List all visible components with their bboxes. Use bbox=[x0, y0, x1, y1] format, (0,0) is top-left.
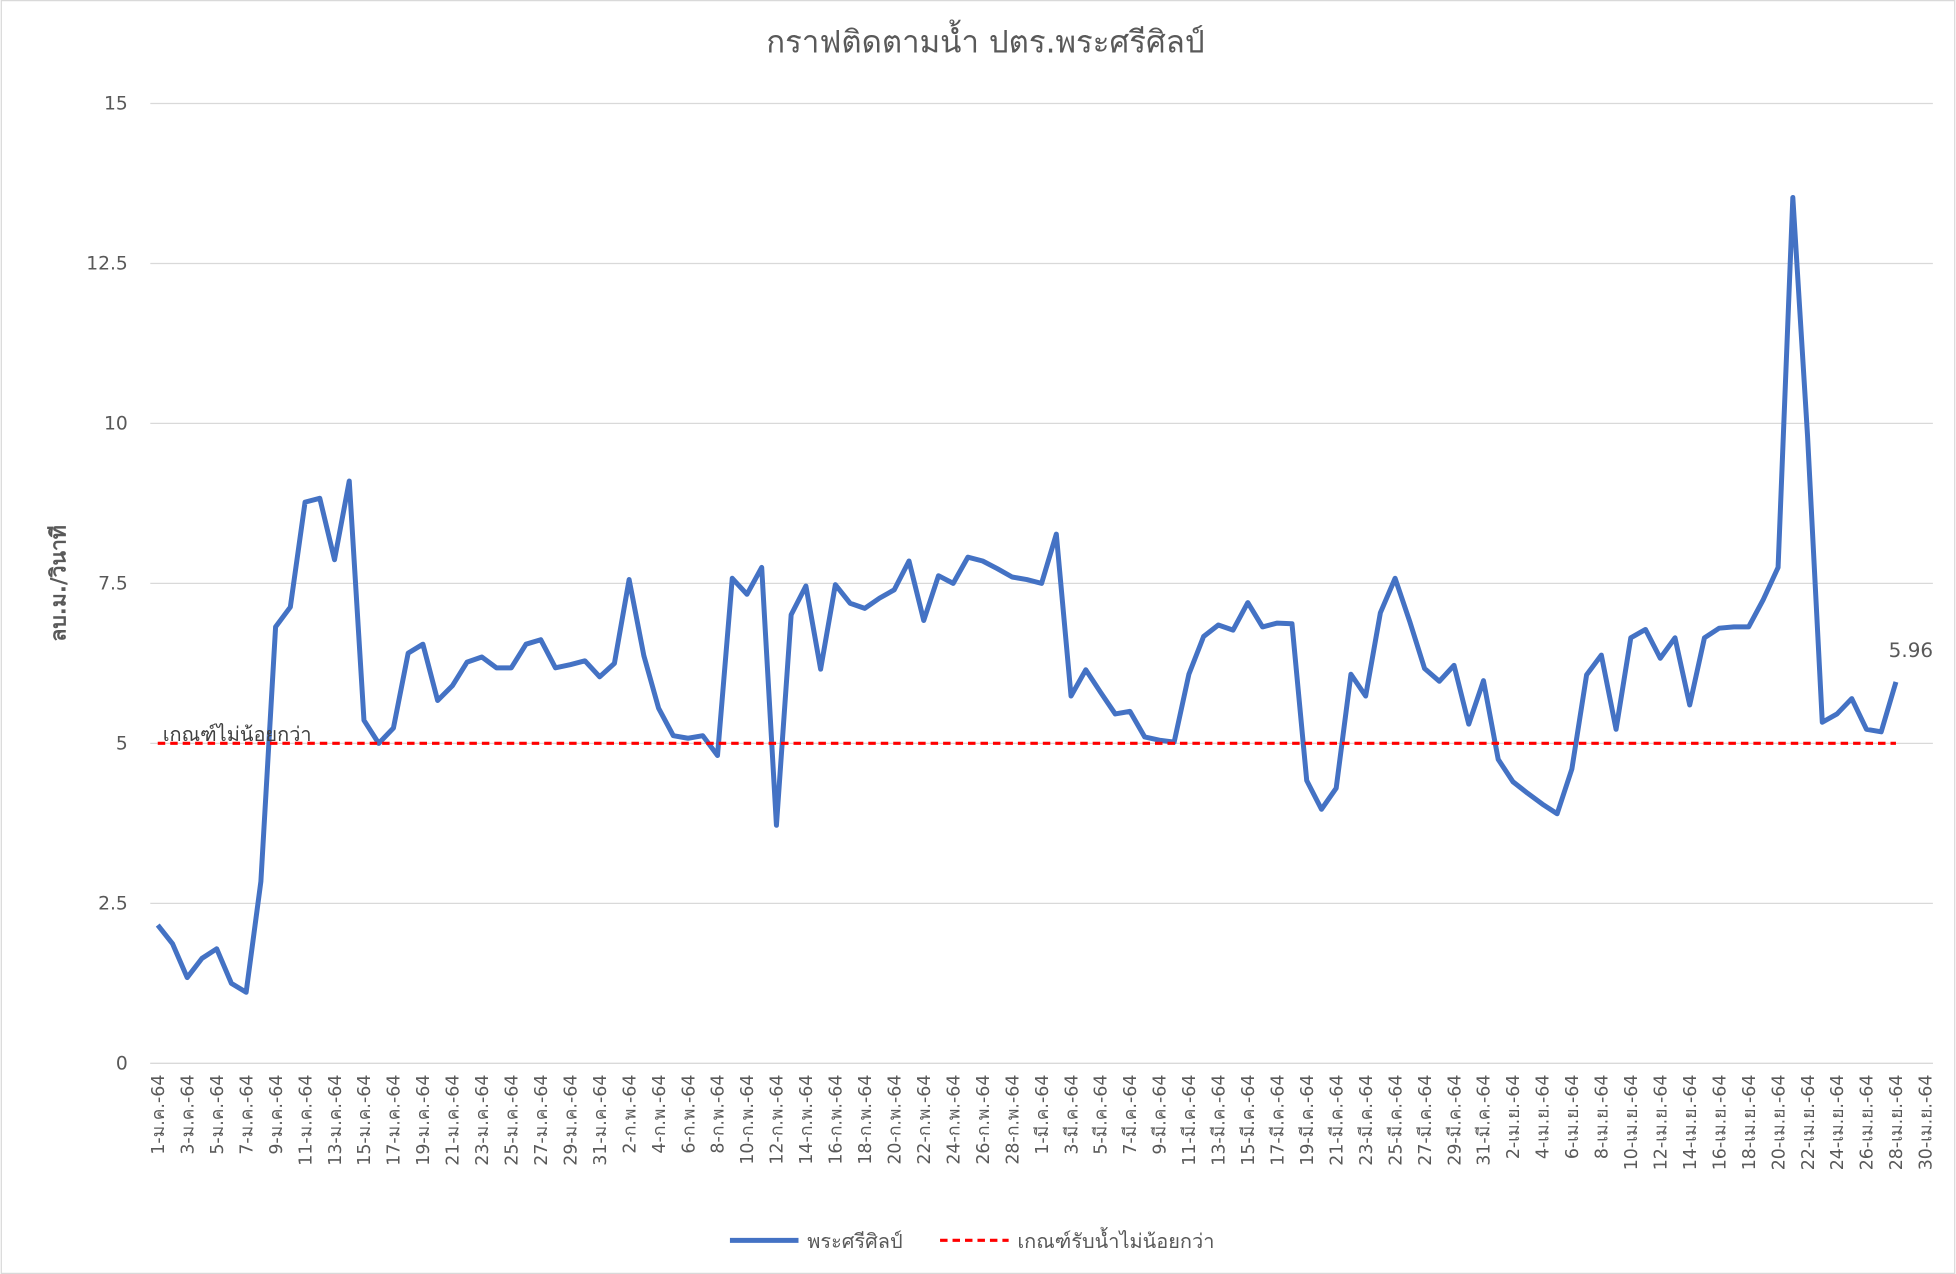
x-tick-label: 18-ก.พ.-64 bbox=[856, 1075, 876, 1165]
legend-label: เกณฑ์รับน้ำไม่น้อยกว่า bbox=[1017, 1227, 1214, 1253]
x-tick-label: 2-ก.พ.-64 bbox=[620, 1075, 640, 1154]
x-tick-label: 5-มี.ค.-64 bbox=[1092, 1075, 1112, 1155]
x-tick-label: 26-ก.พ.-64 bbox=[974, 1075, 994, 1165]
x-tick-label: 12-ก.พ.-64 bbox=[768, 1075, 788, 1165]
x-tick-label: 19-ม.ค.-64 bbox=[414, 1075, 434, 1166]
x-tick-label: 17-มี.ค.-64 bbox=[1268, 1075, 1288, 1166]
x-tick-label: 4-ก.พ.-64 bbox=[650, 1075, 670, 1154]
y-tick-label: 10 bbox=[104, 414, 128, 435]
x-tick-label: 27-ม.ค.-64 bbox=[532, 1075, 552, 1166]
x-tick-label: 11-มี.ค.-64 bbox=[1180, 1075, 1200, 1166]
x-tick-label: 29-มี.ค.-64 bbox=[1445, 1075, 1465, 1166]
x-tick-label: 22-เม.ย.-64 bbox=[1799, 1075, 1819, 1171]
x-tick-label: 3-ม.ค.-64 bbox=[178, 1075, 198, 1155]
x-tick-label: 30-เม.ย.-64 bbox=[1917, 1075, 1937, 1171]
x-tick-label: 3-มี.ค.-64 bbox=[1062, 1075, 1082, 1155]
chart-title: กราฟติดตามน้ำ ปตร.พระศรีศิลป์ bbox=[766, 19, 1204, 60]
x-tick-label: 26-เม.ย.-64 bbox=[1858, 1075, 1878, 1171]
x-tick-label: 8-ก.พ.-64 bbox=[709, 1075, 729, 1154]
x-tick-label: 14-เม.ย.-64 bbox=[1681, 1075, 1701, 1171]
x-tick-label: 28-ก.พ.-64 bbox=[1003, 1075, 1023, 1165]
x-tick-label: 13-ม.ค.-64 bbox=[326, 1075, 346, 1166]
data-label: 5.96 bbox=[1889, 638, 1933, 662]
x-tick-label: 14-ก.พ.-64 bbox=[797, 1075, 817, 1165]
x-tick-label: 31-มี.ค.-64 bbox=[1475, 1075, 1495, 1166]
x-tick-label: 21-มี.ค.-64 bbox=[1327, 1075, 1347, 1166]
x-tick-label: 19-มี.ค.-64 bbox=[1298, 1075, 1318, 1166]
x-tick-label: 1-มี.ค.-64 bbox=[1033, 1075, 1053, 1155]
x-tick-label: 22-ก.พ.-64 bbox=[915, 1075, 935, 1165]
annotation: เกณฑ์ไม่น้อยกว่า bbox=[163, 722, 312, 746]
y-tick-label: 5 bbox=[116, 734, 128, 755]
x-tick-label: 20-ก.พ.-64 bbox=[886, 1075, 906, 1165]
x-tick-label: 2-เม.ย.-64 bbox=[1504, 1075, 1524, 1160]
x-tick-label: 31-ม.ค.-64 bbox=[591, 1075, 611, 1166]
y-axis-label: ลบ.ม./วินาที bbox=[46, 525, 71, 641]
x-tick-label: 24-ก.พ.-64 bbox=[944, 1075, 964, 1165]
x-tick-label: 9-ม.ค.-64 bbox=[267, 1075, 287, 1155]
x-tick-label: 6-ก.พ.-64 bbox=[679, 1075, 699, 1154]
y-tick-label: 2.5 bbox=[98, 894, 128, 915]
x-tick-label: 16-เม.ย.-64 bbox=[1710, 1075, 1730, 1171]
x-tick-label: 25-มี.ค.-64 bbox=[1386, 1075, 1406, 1166]
x-tick-label: 16-ก.พ.-64 bbox=[827, 1075, 847, 1165]
x-tick-label: 9-มี.ค.-64 bbox=[1151, 1075, 1171, 1155]
x-tick-label: 23-มี.ค.-64 bbox=[1357, 1075, 1377, 1166]
x-tick-label: 25-ม.ค.-64 bbox=[503, 1075, 523, 1166]
x-tick-label: 21-ม.ค.-64 bbox=[444, 1075, 464, 1166]
x-tick-label: 18-เม.ย.-64 bbox=[1740, 1075, 1760, 1171]
x-tick-label: 28-เม.ย.-64 bbox=[1887, 1075, 1907, 1171]
x-tick-label: 10-เม.ย.-64 bbox=[1622, 1075, 1642, 1171]
y-tick-label: 0 bbox=[116, 1054, 128, 1075]
x-tick-label: 15-ม.ค.-64 bbox=[355, 1075, 375, 1166]
x-tick-label: 7-ม.ค.-64 bbox=[237, 1075, 257, 1155]
x-tick-label: 10-ก.พ.-64 bbox=[738, 1075, 758, 1165]
x-tick-label: 24-เม.ย.-64 bbox=[1828, 1075, 1848, 1171]
x-tick-label: 23-ม.ค.-64 bbox=[473, 1075, 493, 1166]
y-tick-label: 15 bbox=[104, 94, 128, 115]
y-tick-label: 12.5 bbox=[86, 254, 128, 275]
x-tick-label: 15-มี.ค.-64 bbox=[1239, 1075, 1259, 1166]
x-tick-label: 1-ม.ค.-64 bbox=[149, 1075, 169, 1155]
x-tick-label: 7-มี.ค.-64 bbox=[1121, 1075, 1141, 1155]
y-tick-label: 7.5 bbox=[98, 574, 128, 595]
legend-label: พระศรีศิลป์ bbox=[807, 1229, 902, 1253]
x-tick-label: 4-เม.ย.-64 bbox=[1534, 1075, 1554, 1160]
x-tick-label: 5-ม.ค.-64 bbox=[208, 1075, 228, 1155]
series-line bbox=[155, 195, 1899, 995]
x-tick-label: 6-เม.ย.-64 bbox=[1563, 1075, 1583, 1160]
x-tick-label: 11-ม.ค.-64 bbox=[296, 1075, 316, 1166]
x-tick-label: 29-ม.ค.-64 bbox=[561, 1075, 581, 1166]
x-tick-label: 13-มี.ค.-64 bbox=[1210, 1075, 1230, 1166]
x-tick-label: 8-เม.ย.-64 bbox=[1593, 1075, 1613, 1160]
x-tick-label: 27-มี.ค.-64 bbox=[1416, 1075, 1436, 1166]
x-tick-label: 17-ม.ค.-64 bbox=[385, 1075, 405, 1166]
x-tick-label: 20-เม.ย.-64 bbox=[1769, 1075, 1789, 1171]
x-tick-label: 12-เม.ย.-64 bbox=[1651, 1075, 1671, 1171]
